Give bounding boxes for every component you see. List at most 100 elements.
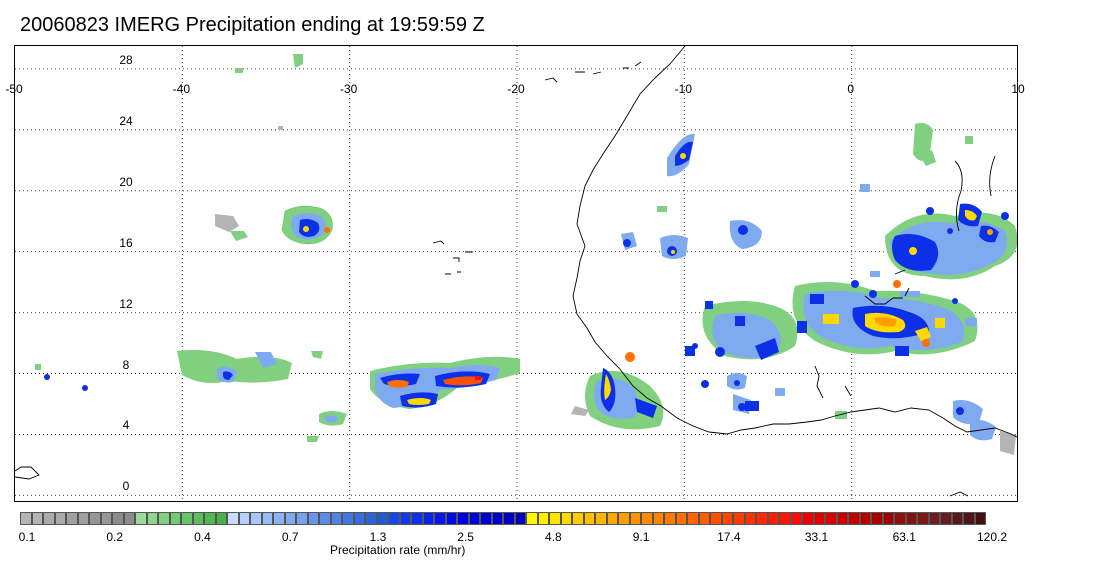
precip-cell: [387, 380, 409, 388]
precipitation-field: [35, 54, 1017, 455]
precip-cell: [35, 364, 41, 370]
latitude-tick-label: 24: [119, 113, 133, 128]
colorbar-swatch: [503, 512, 515, 525]
colorbar-swatch: [54, 512, 66, 525]
colorbar-swatch: [825, 512, 837, 525]
colorbar-swatch: [721, 512, 733, 525]
precip-cell: [1000, 431, 1016, 455]
precip-cell: [738, 225, 748, 235]
colorbar-tick-label: 17.4: [717, 530, 741, 544]
precip-cell: [895, 346, 909, 356]
colorbar-swatch: [227, 512, 239, 525]
precip-cell: [571, 406, 589, 416]
colorbar-swatch: [480, 512, 492, 525]
precip-cell: [947, 228, 953, 234]
colorbar-swatch: [664, 512, 676, 525]
precip-cell: [215, 214, 239, 232]
colorbar-swatch: [848, 512, 860, 525]
colorbar-swatch: [330, 512, 342, 525]
colorbar-swatch: [641, 512, 653, 525]
precip-cell: [738, 403, 746, 411]
map-panel: [14, 45, 1018, 502]
colorbar-swatch: [606, 512, 618, 525]
colorbar-swatch: [733, 512, 745, 525]
longitude-tick-label: -40: [172, 82, 190, 96]
precipitation-colorbar: [20, 512, 986, 525]
colorbar-tick-label: 120.2: [976, 530, 1008, 544]
latitude-tick-label: 12: [119, 296, 133, 311]
precip-cell: [745, 401, 759, 411]
precip-cell: [729, 220, 762, 249]
colorbar-swatch: [790, 512, 802, 525]
colorbar-swatch: [756, 512, 768, 525]
colorbar-swatch: [158, 512, 170, 525]
coastline-path: [954, 155, 996, 232]
latitude-tick-label: 8: [122, 357, 130, 372]
precip-cell: [657, 206, 667, 212]
colorbar-swatch: [894, 512, 906, 525]
precipitation-map: [15, 46, 1017, 501]
colorbar-swatch: [882, 512, 894, 525]
precip-cell: [935, 318, 945, 328]
precip-cell: [915, 327, 931, 341]
precip-cell: [952, 298, 958, 304]
colorbar-swatch: [859, 512, 871, 525]
colorbar-swatch: [273, 512, 285, 525]
colorbar-swatch: [376, 512, 388, 525]
precip-cell: [965, 210, 977, 221]
precip-cell: [303, 226, 309, 232]
precip-cell: [734, 380, 740, 386]
colorbar-tick-label: 4.8: [545, 530, 562, 544]
colorbar-swatch: [89, 512, 101, 525]
colorbar-swatch: [802, 512, 814, 525]
colorbar-swatch: [31, 512, 43, 525]
precip-cell: [625, 352, 635, 362]
colorbar-swatch: [917, 512, 929, 525]
precip-cell: [956, 407, 964, 415]
colorbar-swatch: [618, 512, 630, 525]
colorbar-swatch: [77, 512, 89, 525]
colorbar-swatch: [365, 512, 377, 525]
precip-cell: [870, 271, 880, 277]
colorbar-swatch: [526, 512, 538, 525]
colorbar-swatch: [595, 512, 607, 525]
precip-cell: [299, 219, 320, 237]
colorbar-swatch: [491, 512, 503, 525]
colorbar-tick-label: 9.1: [632, 530, 650, 544]
precip-cell: [671, 250, 675, 254]
colorbar-swatch: [514, 512, 526, 525]
colorbar-swatch: [836, 512, 848, 525]
colorbar-swatch: [951, 512, 963, 525]
precip-cell: [311, 351, 323, 359]
precip-cell: [44, 374, 50, 380]
colorbar-swatch: [353, 512, 365, 525]
colorbar-swatch: [215, 512, 227, 525]
colorbar-swatch: [422, 512, 434, 525]
colorbar-swatch: [204, 512, 216, 525]
colorbar-swatch: [342, 512, 354, 525]
precip-cell: [926, 207, 934, 215]
colorbar-tick-label: 2.5: [457, 530, 474, 544]
precip-cell: [755, 338, 779, 360]
colorbar-swatch: [710, 512, 722, 525]
precip-cell: [407, 398, 431, 405]
colorbar-swatch: [296, 512, 308, 525]
precip-cell: [680, 153, 686, 159]
precip-cell: [851, 280, 859, 288]
colorbar-swatch: [871, 512, 883, 525]
colorbar-swatch: [629, 512, 641, 525]
longitude-tick-label: -30: [339, 82, 358, 96]
colorbar-swatch: [192, 512, 204, 525]
precip-cell: [635, 398, 657, 418]
colorbar-swatch: [549, 512, 561, 525]
precip-cell: [869, 290, 877, 298]
latitude-tick-label: 28: [119, 52, 133, 67]
precip-cell: [705, 301, 713, 309]
precip-cell: [875, 317, 897, 327]
colorbar-tick-label: 63.1: [892, 530, 916, 544]
precip-cell: [324, 227, 330, 233]
precip-cell: [82, 385, 88, 391]
colorbar-swatch: [307, 512, 319, 525]
colorbar-swatch: [146, 512, 158, 525]
latitude-tick-label: 0: [122, 479, 130, 494]
